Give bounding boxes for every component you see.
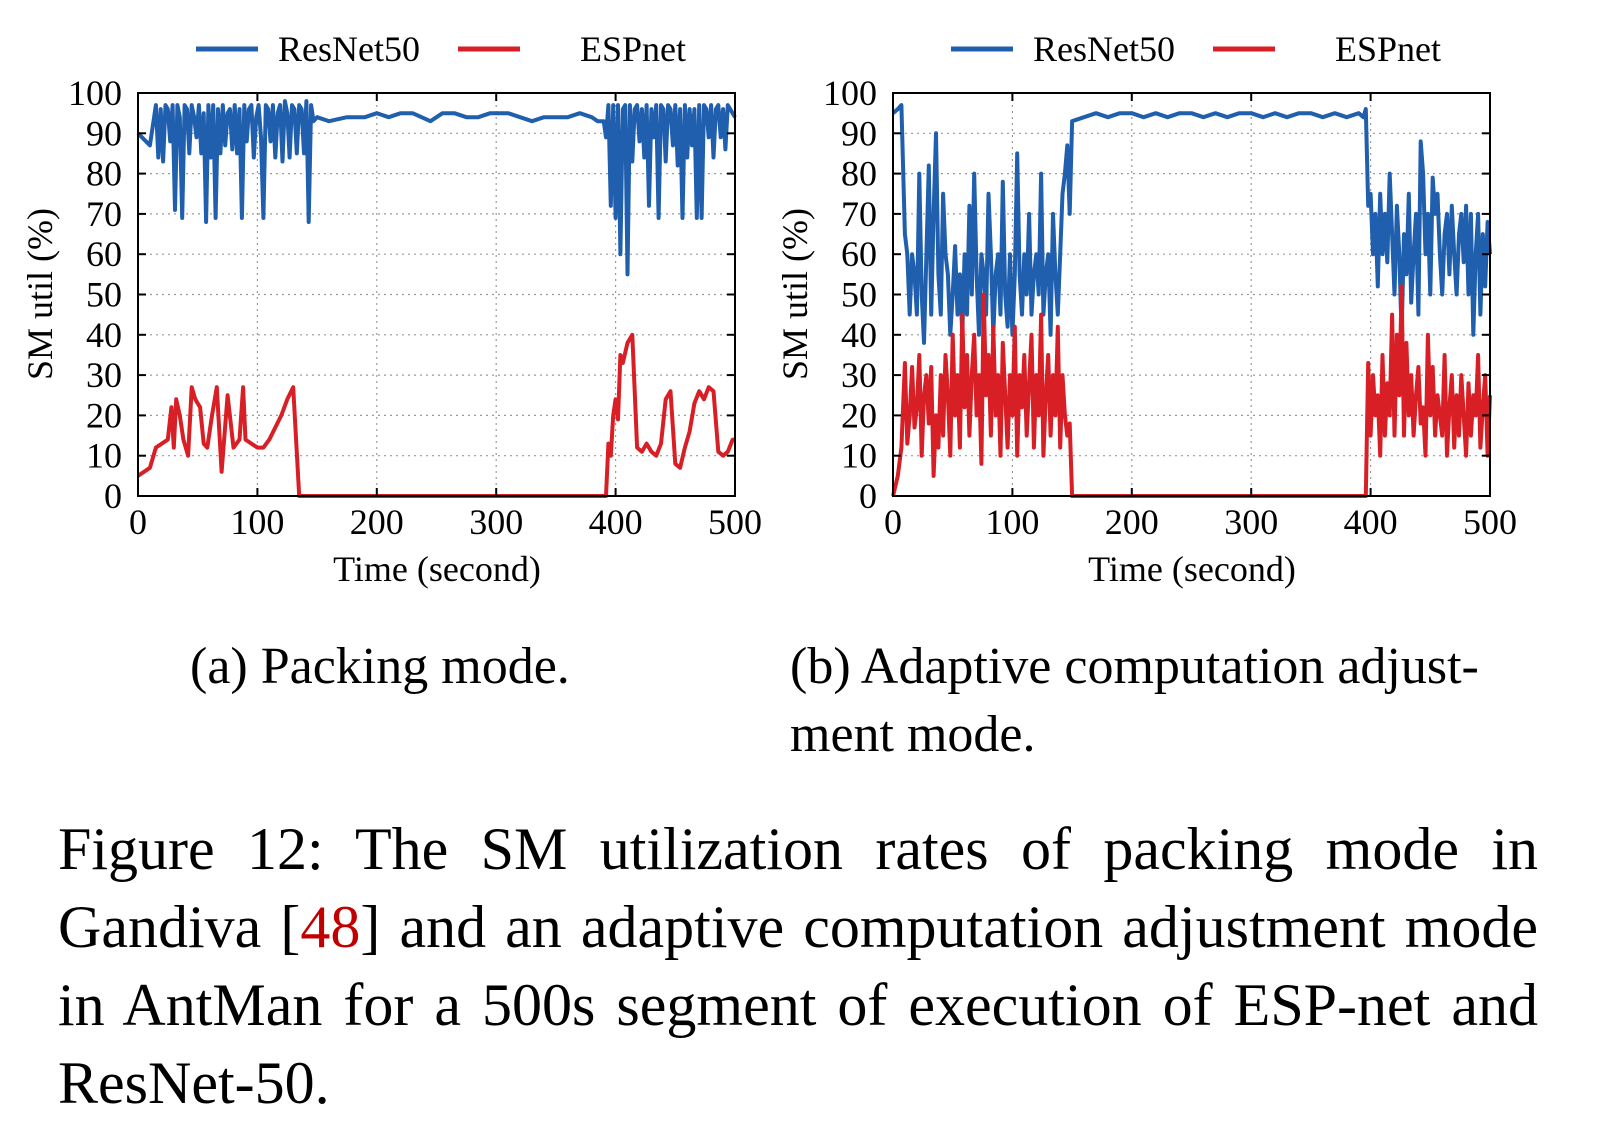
y-tick-label: 100: [823, 73, 877, 113]
subcaption-a: (a) Packing mode.: [190, 638, 570, 695]
y-tick-label: 100: [68, 73, 122, 113]
legend-espnet-label-b: ESPnet: [1335, 29, 1441, 69]
series-espnet-b: [891, 284, 1492, 498]
x-tick-label: 0: [129, 502, 147, 542]
x-tick-label: 300: [1224, 502, 1278, 542]
x-axis-label-a: Time (second): [333, 549, 541, 589]
legend-resnet-label-a: ResNet50: [278, 29, 420, 69]
x-tick-label: 400: [589, 502, 643, 542]
figure-caption: Figure 12: The SM utilization rates of p…: [58, 810, 1538, 1122]
y-tick-label: 20: [841, 395, 877, 435]
y-tick-label: 20: [86, 395, 122, 435]
grid-b: [893, 93, 1490, 496]
y-tick-label: 50: [86, 275, 122, 315]
figure-caption-text-start: Figure 12: The SM utilization rates of p…: [58, 816, 1538, 960]
resnet-line-a: [136, 99, 737, 277]
y-tick-label: 30: [86, 355, 122, 395]
y-tick-label: 0: [104, 476, 122, 516]
legend-resnet-label-b: ResNet50: [1033, 29, 1175, 69]
x-tick-label: 200: [1105, 502, 1159, 542]
y-axis-label-b: SM util (%): [775, 208, 815, 380]
x-tick-label: 200: [350, 502, 404, 542]
series-resnet-a: [136, 99, 737, 277]
y-tick-label: 10: [841, 436, 877, 476]
x-tick-label: 300: [469, 502, 523, 542]
y-tick-label: 10: [86, 436, 122, 476]
y-tick-label: 80: [841, 154, 877, 194]
subcaption-b: (b) Adaptive computation adjust-ment mod…: [790, 638, 1479, 763]
espnet-line-b: [891, 284, 1492, 498]
y-tick-label: 90: [86, 113, 122, 153]
citation-link[interactable]: 48: [300, 894, 361, 960]
espnet-line-a: [136, 332, 735, 498]
figure-caption-text-end: ] and an adaptive computation adjustment…: [58, 894, 1538, 1116]
y-tick-label: 50: [841, 275, 877, 315]
y-axis-label-a: SM util (%): [20, 208, 60, 380]
y-tick-label: 60: [86, 234, 122, 274]
legend-espnet-label-a: ESPnet: [580, 29, 686, 69]
x-tick-label: 100: [985, 502, 1039, 542]
y-tick-label: 0: [859, 476, 877, 516]
x-tick-label: 0: [884, 502, 902, 542]
series-espnet-a: [136, 332, 735, 498]
y-tick-label: 70: [841, 194, 877, 234]
x-tick-label: 500: [708, 502, 762, 542]
y-tick-label: 40: [86, 315, 122, 355]
y-tick-label: 70: [86, 194, 122, 234]
resnet-line-b: [891, 103, 1492, 345]
x-axis-label-b: Time (second): [1088, 549, 1296, 589]
series-resnet-b: [891, 103, 1492, 345]
x-tick-label: 100: [230, 502, 284, 542]
legend-b: ResNet50 ESPnet: [951, 29, 1441, 69]
y-tick-label: 80: [86, 154, 122, 194]
x-tick-label: 500: [1463, 502, 1517, 542]
y-tick-label: 60: [841, 234, 877, 274]
legend-a: ResNet50 ESPnet: [196, 29, 686, 69]
y-tick-label: 90: [841, 113, 877, 153]
x-tick-label: 400: [1344, 502, 1398, 542]
y-tick-label: 40: [841, 315, 877, 355]
y-tick-label: 30: [841, 355, 877, 395]
